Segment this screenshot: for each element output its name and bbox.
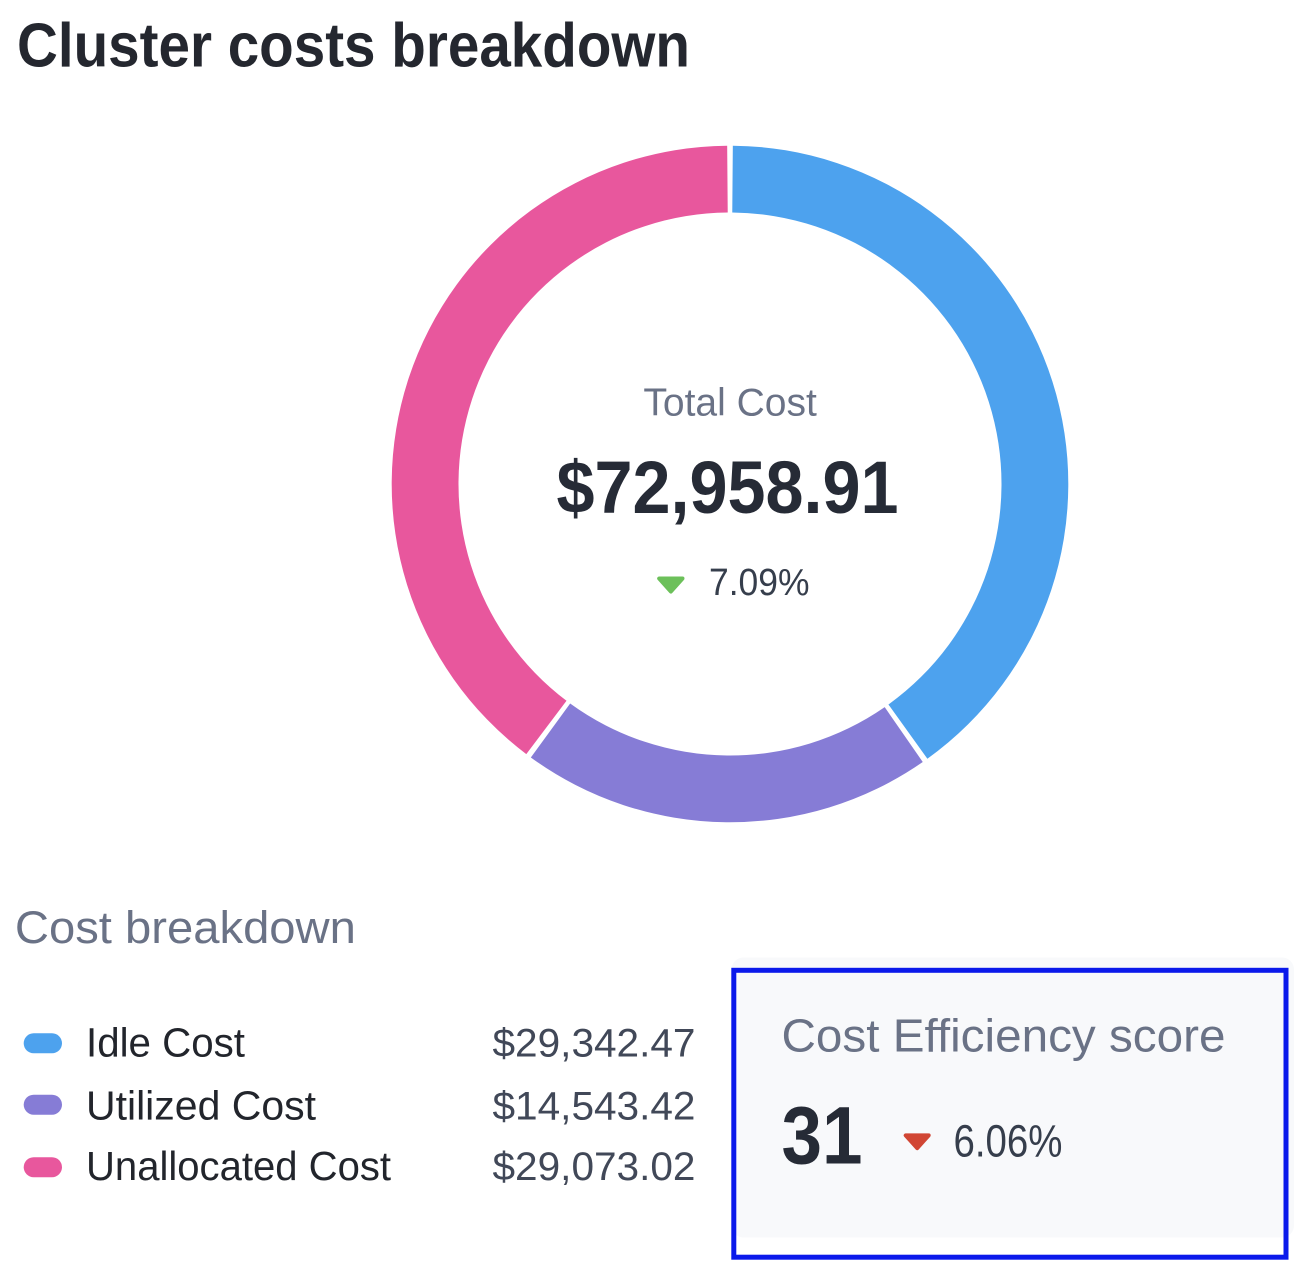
svg-text:$29,342.47: $29,342.47 — [493, 1022, 696, 1066]
svg-text:Idle Cost: Idle Cost — [86, 1020, 246, 1066]
svg-text:Total Cost: Total Cost — [643, 381, 817, 424]
svg-text:31: 31 — [782, 1091, 863, 1182]
svg-text:Cluster costs breakdown: Cluster costs breakdown — [17, 12, 690, 81]
svg-text:Cost breakdown: Cost breakdown — [15, 902, 356, 953]
svg-text:$14,543.42: $14,543.42 — [493, 1084, 696, 1128]
svg-text:$29,073.02: $29,073.02 — [493, 1145, 696, 1189]
svg-text:Unallocated Cost: Unallocated Cost — [86, 1143, 392, 1189]
svg-text:6.06%: 6.06% — [954, 1116, 1063, 1167]
svg-text:$72,958.91: $72,958.91 — [557, 446, 899, 529]
svg-text:Utilized Cost: Utilized Cost — [86, 1082, 317, 1128]
svg-text:7.09%: 7.09% — [709, 562, 810, 604]
svg-text:Cost Efficiency score: Cost Efficiency score — [782, 1009, 1226, 1061]
